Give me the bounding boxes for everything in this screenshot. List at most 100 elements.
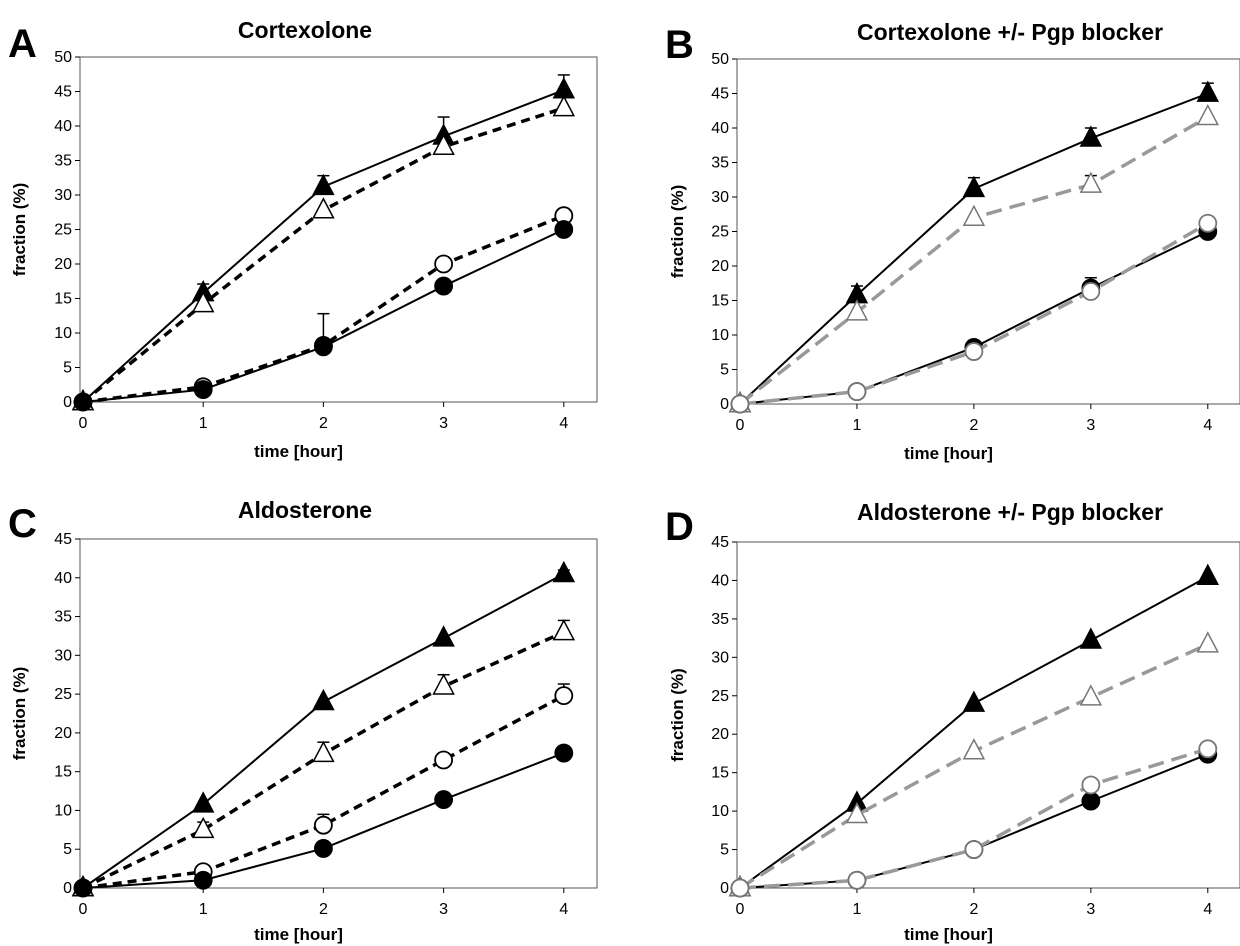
data-point-triangle [432,133,455,156]
plot-frame [736,541,1240,889]
series-3 [73,206,574,412]
data-point-triangle [1079,125,1103,147]
data-point-circle [1198,739,1218,759]
series-1 [728,80,1220,413]
y-tick-label: 40 [711,120,729,137]
y-tick-label: 20 [711,258,729,275]
y-tick-label: 10 [54,802,72,819]
y-tick-label: 20 [54,256,72,273]
data-point-circle [554,743,574,763]
data-point-circle [730,878,750,898]
data-point-circle [1198,213,1218,233]
data-point-triangle [1079,171,1103,193]
y-tick-label: 45 [711,86,729,103]
y-tick-label: 40 [54,570,72,587]
x-tick-label: 3 [1086,417,1095,434]
x-tick-label: 4 [559,901,568,918]
data-point-triangle [312,173,335,196]
series-4 [73,220,574,412]
x-tick-label: 3 [1086,901,1095,918]
data-point-circle [434,790,454,809]
data-point-triangle [845,299,869,321]
x-tick-label: 3 [439,415,448,432]
data-point-triangle [312,688,335,711]
x-tick-label: 2 [969,901,978,918]
plot-frame [79,56,598,403]
data-point-circle [73,878,93,898]
plot-frame [79,538,598,889]
panel-letter: A [8,22,37,66]
y-tick-label: 10 [711,327,729,344]
data-point-circle [1081,791,1101,811]
y-tick-label: 5 [720,842,729,859]
x-axis-label: time [hour] [904,925,993,944]
y-tick-label: 5 [63,360,72,377]
panel-letter: D [665,505,694,549]
y-tick-label: 50 [54,49,72,66]
y-tick-label: 0 [720,880,729,897]
data-point-triangle [1196,103,1220,126]
data-point-triangle [552,77,576,99]
series-1 [71,74,576,411]
y-tick-label: 45 [711,534,729,551]
data-point-triangle [1196,563,1220,585]
x-tick-label: 1 [852,417,861,434]
y-tick-label: 15 [54,291,72,308]
panel-d: D Aldosterone +/- Pgp blocker051015202530… [665,499,1240,944]
chart-title: Cortexolone [238,17,372,43]
data-point-circle [434,276,454,296]
y-tick-label: 35 [54,153,72,170]
y-tick-label: 30 [711,189,729,206]
series-line [82,694,565,890]
y-tick-label: 20 [54,725,72,742]
series-3 [73,683,574,898]
chart-title: Cortexolone +/- Pgp blocker [857,19,1163,45]
series-line [81,106,565,404]
data-point-triangle [962,175,986,198]
data-point-triangle [432,673,455,695]
data-point-triangle [552,95,576,117]
series-3 [730,744,1218,898]
y-axis-label: fraction (%) [10,183,29,277]
data-point-circle [314,815,333,835]
y-tick-label: 0 [63,880,72,897]
x-axis-label: time [hour] [254,442,343,461]
data-point-triangle [962,690,986,712]
data-point-circle [1081,282,1101,301]
chart-title: Aldosterone [238,497,372,523]
data-point-circle [434,254,454,274]
y-tick-label: 25 [54,222,72,239]
data-point-circle [73,392,93,412]
y-tick-label: 10 [711,803,729,820]
y-tick-label: 30 [711,649,729,666]
y-axis-label: fraction (%) [668,668,687,762]
y-tick-label: 35 [54,609,72,626]
data-point-triangle [552,560,576,583]
y-axis-label: fraction (%) [10,667,29,761]
y-tick-label: 35 [711,155,729,172]
y-tick-label: 15 [711,765,729,782]
data-point-triangle [191,816,215,839]
x-tick-label: 4 [1203,417,1212,434]
y-tick-label: 50 [711,51,729,68]
data-point-circle [193,870,213,890]
x-tick-label: 1 [852,901,861,918]
x-tick-label: 2 [319,901,328,918]
y-tick-label: 15 [54,764,72,781]
data-point-triangle [1079,684,1103,706]
x-tick-label: 4 [1203,901,1212,918]
series-2 [71,95,576,411]
data-point-circle [314,839,333,858]
series-4 [730,213,1218,414]
x-tick-label: 3 [439,901,448,918]
x-tick-label: 2 [319,415,328,432]
x-tick-label: 1 [199,901,208,918]
y-tick-label: 25 [711,224,729,241]
data-point-circle [434,750,454,770]
x-axis-label: time [hour] [254,925,343,944]
y-tick-label: 45 [54,531,72,548]
panel-c: C Aldosterone 0 5 10 15 20 25 30 35 40 45 0 1 2 3 4 time … [8,497,598,944]
x-tick-label: 0 [736,901,745,918]
data-point-circle [554,220,574,239]
series-3 [730,222,1218,414]
